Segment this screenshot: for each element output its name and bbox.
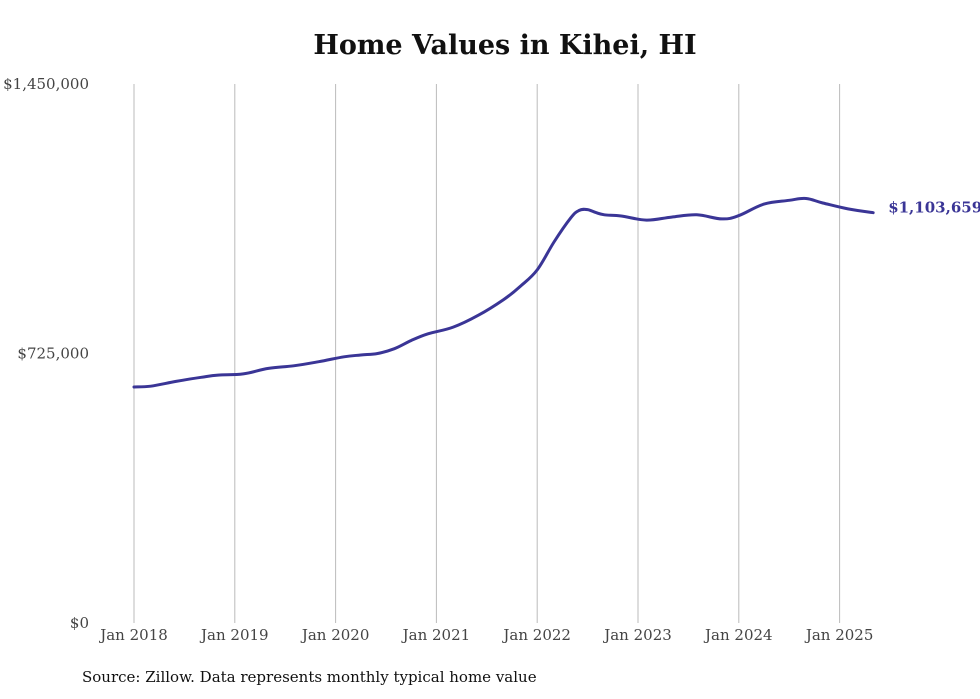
y-tick-label: $1,450,000 (3, 75, 89, 93)
x-tick-label: Jan 2020 (300, 626, 370, 644)
y-tick-label: $725,000 (17, 345, 89, 363)
chart-title: Home Values in Kihei, HI (313, 30, 697, 61)
y-axis: $0 $725,000 $1,450,000 (3, 75, 89, 632)
series-line (132, 196, 875, 389)
end-value-label: $1,103,659 (888, 199, 980, 217)
line-chart: $0$725,000$1,450,000 Jan 2018 Jan 2019 Jan… (3, 75, 980, 644)
x-tick-label: Jan 2024 (703, 626, 773, 644)
x-axis: Jan 2018 Jan 2019 Jan 2020 Jan 2021 Jan 2022… (98, 626, 873, 644)
gridlines (133, 84, 841, 623)
source-note: Source: Zillow. Data represents monthly … (82, 668, 537, 686)
x-tick-label: Jan 2018 (98, 626, 168, 644)
x-tick-label: Jan 2019 (199, 626, 269, 644)
x-tick-label: Jan 2022 (501, 626, 571, 644)
series (132, 196, 875, 389)
x-tick-label: Jan 2023 (602, 626, 672, 644)
y-tick-label: $0 (70, 614, 89, 632)
x-tick-label: Jan 2021 (401, 626, 471, 644)
x-tick-label: Jan 2025 (804, 626, 874, 644)
